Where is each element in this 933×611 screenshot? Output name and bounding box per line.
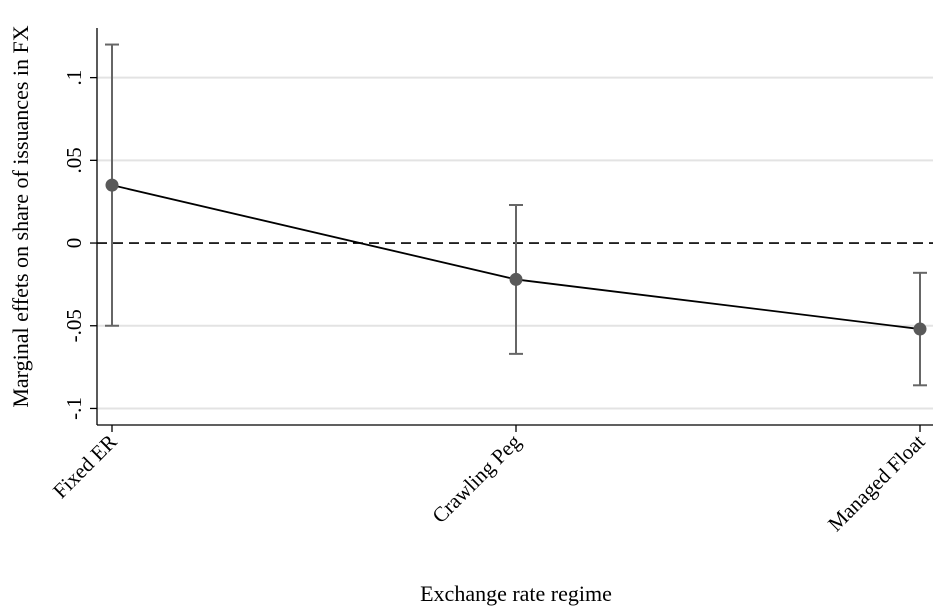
axes	[96, 28, 933, 426]
y-tick-label: -.05	[62, 309, 86, 342]
x-axis-title: Exchange rate regime	[420, 581, 612, 606]
y-tick-label: .05	[62, 147, 86, 173]
y-tick-label: .1	[62, 70, 86, 86]
data-point-managed-float	[913, 322, 927, 336]
y-tick-label: 0	[62, 238, 86, 249]
data-point-fixed-er	[105, 178, 119, 192]
y-ticks: .1 .05 0 -.05 -.1	[62, 70, 97, 420]
y-axis-title: Marginal effets on share of issuances in…	[8, 25, 33, 407]
data-point-crawling-peg	[509, 272, 523, 286]
data-points	[105, 178, 927, 336]
y-tick-label: -.1	[62, 397, 86, 420]
